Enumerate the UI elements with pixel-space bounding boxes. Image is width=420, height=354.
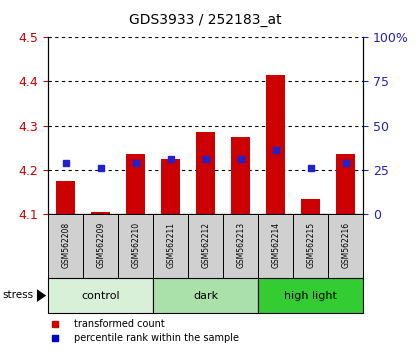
Text: GDS3933 / 252183_at: GDS3933 / 252183_at xyxy=(129,12,282,27)
Text: percentile rank within the sample: percentile rank within the sample xyxy=(74,333,239,343)
Bar xyxy=(48,278,153,313)
Bar xyxy=(196,132,215,214)
Bar xyxy=(301,199,320,214)
Bar xyxy=(56,181,76,214)
Text: control: control xyxy=(81,291,120,301)
Text: GSM562211: GSM562211 xyxy=(166,222,175,268)
Bar xyxy=(293,214,328,278)
Bar xyxy=(91,212,110,214)
Bar xyxy=(266,75,286,214)
Text: GSM562216: GSM562216 xyxy=(341,222,350,268)
Bar xyxy=(48,214,83,278)
Bar xyxy=(126,154,145,214)
Text: GSM562212: GSM562212 xyxy=(201,222,210,268)
Bar xyxy=(336,154,355,214)
Bar xyxy=(153,278,258,313)
Text: dark: dark xyxy=(193,291,218,301)
Text: GSM562214: GSM562214 xyxy=(271,222,280,268)
Text: transformed count: transformed count xyxy=(74,319,164,329)
Bar xyxy=(258,214,293,278)
Bar xyxy=(118,214,153,278)
Text: GSM562215: GSM562215 xyxy=(306,222,315,268)
Bar xyxy=(153,214,188,278)
Bar xyxy=(83,214,118,278)
Bar xyxy=(231,137,250,214)
Bar xyxy=(188,214,223,278)
Text: GSM562208: GSM562208 xyxy=(61,222,70,268)
Bar xyxy=(223,214,258,278)
Bar xyxy=(258,278,363,313)
Text: high light: high light xyxy=(284,291,337,301)
Text: GSM562209: GSM562209 xyxy=(96,222,105,268)
Text: GSM562213: GSM562213 xyxy=(236,222,245,268)
Bar xyxy=(161,159,181,214)
Bar xyxy=(328,214,363,278)
Text: GSM562210: GSM562210 xyxy=(131,222,140,268)
Text: stress: stress xyxy=(2,290,33,299)
